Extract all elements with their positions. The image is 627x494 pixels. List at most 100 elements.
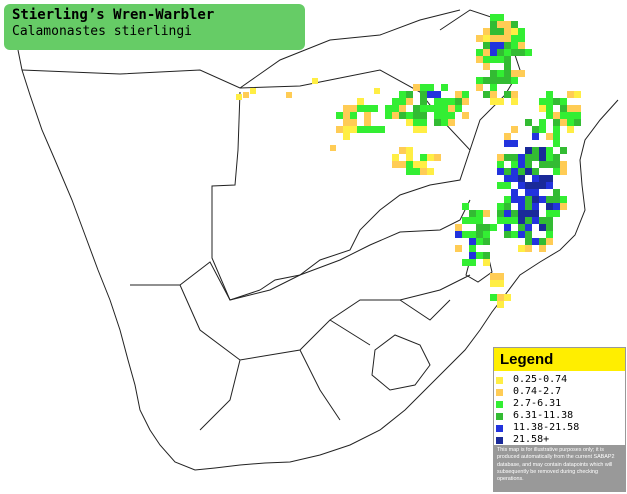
legend-label: 11.38-21.58 (513, 422, 580, 433)
occurrence-cell (553, 189, 560, 196)
legend-items: 0.25-0.74 0.74-2.7 2.7-6.31 6.31-11.38 1… (494, 371, 625, 446)
occurrence-cell (567, 105, 574, 112)
occurrence-cell (574, 119, 581, 126)
occurrence-cell (567, 91, 574, 98)
occurrence-cell (539, 98, 546, 105)
occurrence-cell (413, 112, 420, 119)
occurrence-cell (511, 42, 518, 49)
occurrence-cell (371, 105, 378, 112)
legend-item: 2.7-6.31 (496, 398, 625, 410)
occurrence-cell (420, 154, 427, 161)
occurrence-cell (532, 238, 539, 245)
occurrence-cell (250, 88, 256, 94)
occurrence-cell (312, 78, 318, 84)
occurrence-cell (504, 140, 511, 147)
occurrence-cell (427, 154, 434, 161)
occurrence-cell (497, 56, 504, 63)
occurrence-cell (504, 224, 511, 231)
occurrence-cell (567, 112, 574, 119)
occurrence-cell (483, 210, 490, 217)
occurrence-cell (497, 210, 504, 217)
legend-label: 0.74-2.7 (513, 386, 562, 397)
occurrence-cell (546, 175, 553, 182)
occurrence-cell (532, 133, 539, 140)
occurrence-cell (539, 105, 546, 112)
occurrence-cell (434, 112, 441, 119)
occurrence-cell (546, 105, 553, 112)
occurrence-cell (476, 56, 483, 63)
occurrence-cell (236, 94, 242, 100)
occurrence-cell (546, 154, 553, 161)
occurrence-cell (525, 168, 532, 175)
occurrence-cell (469, 259, 476, 266)
occurrence-cell (511, 189, 518, 196)
legend-item: 11.38-21.58 (496, 422, 625, 434)
occurrence-cell (427, 91, 434, 98)
occurrence-cell (434, 105, 441, 112)
occurrence-cell (490, 98, 497, 105)
occurrence-cell (539, 245, 546, 252)
border-namibia-botswana (211, 91, 261, 301)
occurrence-cell (469, 231, 476, 238)
occurrence-cell (518, 196, 525, 203)
occurrence-cell (462, 217, 469, 224)
occurrence-cell (539, 224, 546, 231)
occurrence-cell (518, 42, 525, 49)
occurrence-cell (525, 182, 532, 189)
occurrence-cell (364, 119, 371, 126)
title-panel: Stierling’s Wren-Warbler Calamonastes st… (4, 4, 305, 50)
occurrence-cell (539, 147, 546, 154)
occurrence-cell (455, 91, 462, 98)
occurrence-cell (553, 112, 560, 119)
occurrence-cell (476, 224, 483, 231)
occurrence-cell (469, 217, 476, 224)
border-provinces (179, 274, 471, 431)
occurrence-cell (385, 105, 392, 112)
occurrence-cell (364, 126, 371, 133)
occurrence-cell (483, 91, 490, 98)
occurrence-cell (525, 224, 532, 231)
occurrence-cell (490, 273, 497, 280)
occurrence-cell (518, 168, 525, 175)
occurrence-cell (490, 70, 497, 77)
occurrence-cell (511, 210, 518, 217)
occurrence-cell (504, 70, 511, 77)
occurrence-cell (525, 154, 532, 161)
occurrence-cell (490, 42, 497, 49)
occurrence-cell (427, 84, 434, 91)
occurrence-cell (336, 112, 343, 119)
occurrence-cell (427, 168, 434, 175)
occurrence-cell (469, 210, 476, 217)
legend-item: 0.74-2.7 (496, 386, 625, 398)
occurrence-cell (504, 182, 511, 189)
occurrence-cell (497, 182, 504, 189)
occurrence-cell (413, 168, 420, 175)
occurrence-cell (560, 196, 567, 203)
occurrence-cell (532, 154, 539, 161)
occurrence-cell (399, 98, 406, 105)
occurrence-cell (546, 196, 553, 203)
occurrence-cell (518, 175, 525, 182)
occurrence-cell (560, 112, 567, 119)
occurrence-cell (392, 105, 399, 112)
occurrence-cell (462, 259, 469, 266)
occurrence-cell (504, 56, 511, 63)
legend-heading: Legend (494, 348, 625, 371)
legend-swatch (496, 412, 503, 420)
occurrence-cell (483, 28, 490, 35)
occurrence-cell (504, 210, 511, 217)
occurrence-cell (504, 91, 511, 98)
legend-item: 21.58+ (496, 434, 625, 446)
occurrence-cell (420, 91, 427, 98)
occurrence-cell (539, 238, 546, 245)
occurrence-cell (406, 161, 413, 168)
occurrence-cell (504, 294, 511, 301)
occurrence-cell (497, 35, 504, 42)
legend-item: 6.31-11.38 (496, 410, 625, 422)
occurrence-cell (483, 252, 490, 259)
legend-swatch (496, 376, 503, 384)
occurrence-cell (476, 84, 483, 91)
occurrence-cell (455, 224, 462, 231)
occurrence-cell (399, 147, 406, 154)
occurrence-cell (399, 91, 406, 98)
